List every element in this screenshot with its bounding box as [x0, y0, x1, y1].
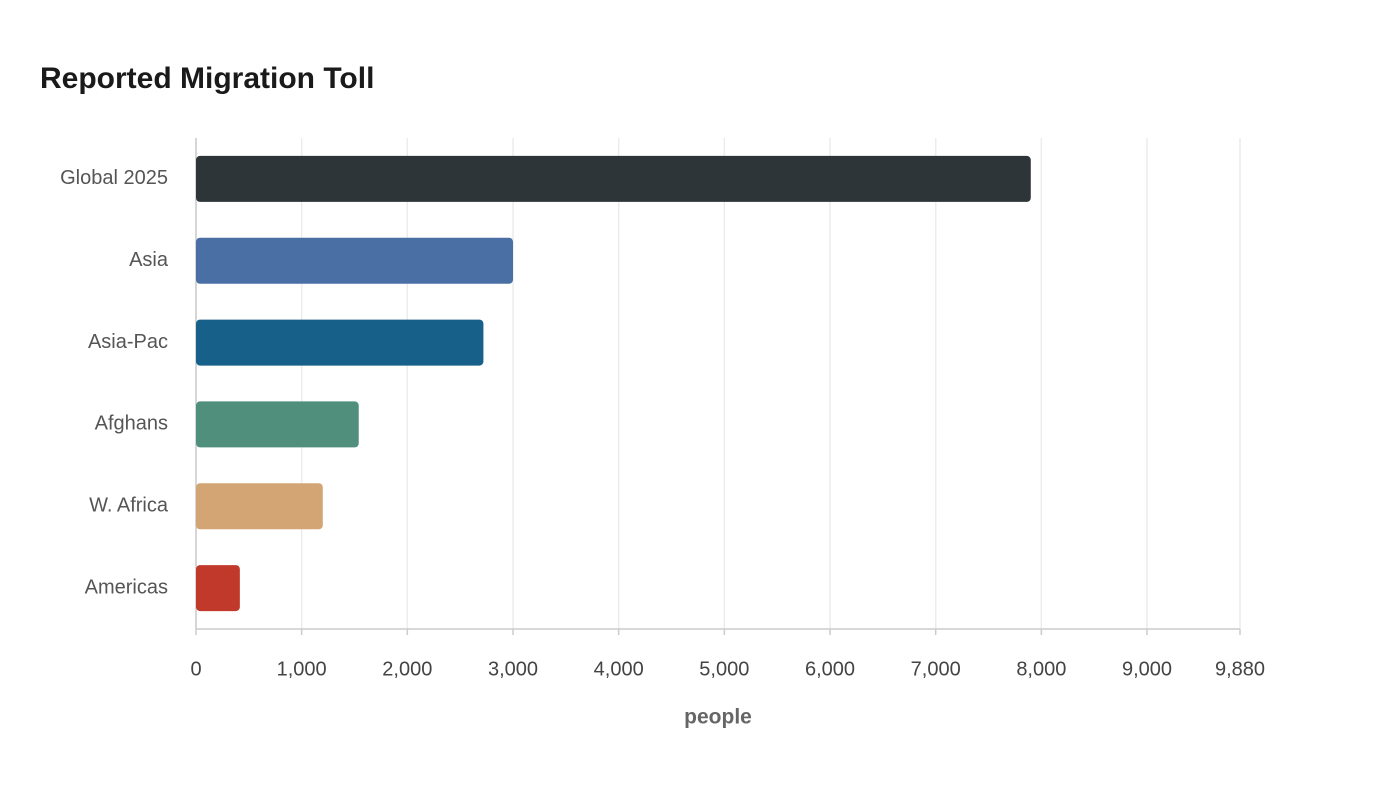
x-tick-label: 0: [190, 658, 201, 680]
x-tick-label: 4,000: [594, 658, 644, 680]
y-tick-label: Afghans: [95, 413, 168, 435]
x-tick-label: 8,000: [1016, 658, 1066, 680]
x-tick-label: 2,000: [382, 658, 432, 680]
x-tick-label: 5,000: [699, 658, 749, 680]
x-tick-label: 9,000: [1122, 658, 1172, 680]
bar: [196, 483, 323, 530]
bar: [196, 155, 1031, 202]
bar: [196, 237, 514, 284]
y-tick-label: W. Africa: [89, 495, 169, 517]
chart-title: Reported Migration Toll: [40, 62, 374, 95]
x-tick-label: 9,880: [1215, 658, 1265, 680]
y-tick-label: Asia: [129, 249, 169, 271]
bar: [196, 565, 240, 612]
y-tick-label: Asia-Pac: [88, 331, 168, 353]
y-tick-label: Americas: [85, 576, 168, 598]
x-axis-label: people: [684, 706, 752, 729]
x-tick-label: 3,000: [488, 658, 538, 680]
x-tick-label: 6,000: [805, 658, 855, 680]
bar: [196, 319, 484, 366]
bar: [196, 401, 359, 448]
y-tick-label: Global 2025: [60, 167, 168, 189]
x-tick-label: 1,000: [277, 658, 327, 680]
x-tick-label: 7,000: [911, 658, 961, 680]
